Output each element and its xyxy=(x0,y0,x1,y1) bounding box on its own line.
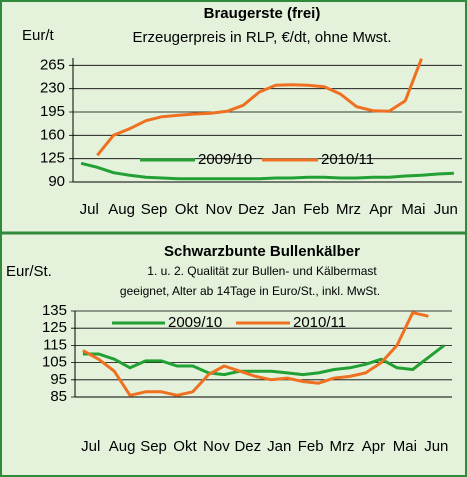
chart-title: Braugerste (frei) xyxy=(204,5,321,22)
legend-label: 2009/10 xyxy=(168,314,222,331)
x-tick-label: Mai xyxy=(393,438,417,455)
y-tick-label: 160 xyxy=(40,126,65,143)
data-line xyxy=(96,58,423,157)
y-tick-label: 135 xyxy=(42,302,67,319)
data-line xyxy=(82,311,429,397)
x-tick-label: Mrz xyxy=(336,201,361,218)
y-axis-label: Eur/t xyxy=(22,27,55,44)
x-tick-label: Dez xyxy=(234,438,261,455)
legend-label: 2010/11 xyxy=(321,151,374,168)
y-axis-label: Eur/St. xyxy=(6,263,52,280)
y-tick-label: 95 xyxy=(50,371,67,388)
legend-label: 2010/11 xyxy=(293,314,346,331)
x-tick-label: Jul xyxy=(81,438,100,455)
x-tick-label: Mrz xyxy=(330,438,355,455)
y-tick-label: 115 xyxy=(43,336,67,353)
x-tick-label: Okt xyxy=(175,201,199,218)
x-tick-label: Nov xyxy=(206,201,233,218)
x-tick-label: Aug xyxy=(108,201,135,218)
x-tick-label: Nov xyxy=(203,438,230,455)
x-tick-label: Jul xyxy=(80,201,99,218)
x-tick-label: Jan xyxy=(267,438,291,455)
x-tick-label: Mai xyxy=(401,201,425,218)
chart-subtitle: 1. u. 2. Qualität zur Bullen- und Kälber… xyxy=(147,264,377,278)
x-tick-label: Aug xyxy=(109,438,136,455)
y-tick-label: 265 xyxy=(40,56,65,73)
y-tick-label: 125 xyxy=(40,150,65,167)
x-tick-label: Dez xyxy=(238,201,265,218)
y-tick-label: 125 xyxy=(42,319,67,336)
x-tick-label: Sep xyxy=(141,201,168,218)
x-tick-label: Feb xyxy=(303,201,329,218)
y-tick-label: 195 xyxy=(40,103,65,120)
chart-subtitle: geeignet, Alter ab 14Tage in Euro/St., i… xyxy=(120,284,380,298)
x-tick-label: Okt xyxy=(173,438,197,455)
x-tick-label: Feb xyxy=(298,438,324,455)
y-tick-label: 85 xyxy=(50,388,67,405)
chart-subtitle: Erzeugerpreis in RLP, €/dt, ohne Mwst. xyxy=(132,29,391,46)
y-tick-label: 90 xyxy=(48,173,65,190)
legend-label: 2009/10 xyxy=(198,151,252,168)
x-tick-label: Apr xyxy=(369,201,392,218)
x-tick-label: Jun xyxy=(434,201,458,218)
data-line xyxy=(80,161,454,181)
x-tick-label: Jan xyxy=(272,201,296,218)
x-tick-label: Jun xyxy=(424,438,448,455)
chart-title: Schwarzbunte Bullenkälber xyxy=(164,243,360,260)
x-tick-label: Sep xyxy=(140,438,167,455)
y-tick-label: 230 xyxy=(40,80,65,97)
y-tick-label: 105 xyxy=(42,354,67,371)
x-tick-label: Apr xyxy=(362,438,385,455)
